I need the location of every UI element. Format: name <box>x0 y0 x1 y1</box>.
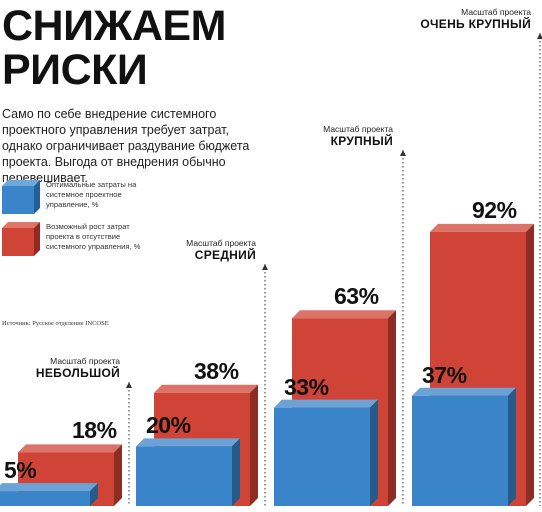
legend-label-red: Возможный рост затрат проекта в отсутств… <box>46 222 141 251</box>
scale-arrow-0-head <box>126 382 132 388</box>
bar-blue-1-side <box>232 438 240 506</box>
bar-blue-2-front <box>274 407 370 506</box>
bar-blue-2-side <box>370 399 378 506</box>
value-label-red-3: 92% <box>472 196 517 223</box>
bar-red-0-side <box>114 444 122 506</box>
scale-caption: Масштаб проекта <box>186 238 256 248</box>
scale-arrow-2-head <box>400 150 406 156</box>
bar-red-0-top <box>18 444 122 453</box>
bar-red-1-top <box>154 384 258 393</box>
bar-blue-2 <box>274 399 378 506</box>
bar-blue-0-front <box>0 491 90 506</box>
page-title: СНИЖАЕМ РИСКИ <box>2 2 226 94</box>
value-label-blue-1: 20% <box>146 412 191 439</box>
scale-name: СРЕДНИЙ <box>194 248 256 262</box>
legend-swatch-blue <box>2 180 40 214</box>
scale-caption: Масштаб проекта <box>50 356 120 366</box>
bar-blue-0 <box>0 483 98 506</box>
legend-label-blue: Оптимальные затраты на системное проектн… <box>46 180 137 209</box>
value-label-red-0: 18% <box>72 417 117 444</box>
scale-label-2: Масштаб проекта КРУПНЫЙ <box>323 124 393 148</box>
legend-item-blue: Оптимальные затраты на системное проектн… <box>2 180 152 220</box>
bar-red-3-top <box>430 223 534 232</box>
scale-label-3: Масштаб проекта ОЧЕНЬ КРУПНЫЙ <box>420 7 531 31</box>
value-label-red-1: 38% <box>194 357 239 384</box>
bar-blue-2-top <box>274 399 378 408</box>
scale-arrow-3-head <box>537 33 542 39</box>
value-label-red-2: 63% <box>334 283 379 310</box>
bar-red-2-top <box>292 310 396 319</box>
scale-label-0: Масштаб проекта НЕБОЛЬШОЙ <box>36 356 120 380</box>
bar-blue-3 <box>412 387 516 506</box>
legend-swatch-red <box>2 222 40 256</box>
legend-item-red: Возможный рост затрат проекта в отсутств… <box>2 222 152 262</box>
scale-name: ОЧЕНЬ КРУПНЫЙ <box>420 17 531 31</box>
bar-blue-3-top <box>412 387 516 396</box>
scale-caption: Масштаб проекта <box>461 7 531 17</box>
value-label-blue-3: 37% <box>422 361 467 388</box>
bar-blue-0-side <box>90 483 98 506</box>
bar-blue-3-front <box>412 395 508 506</box>
scale-name: НЕБОЛЬШОЙ <box>35 366 120 380</box>
scale-label-1: Масштаб проекта СРЕДНИЙ <box>186 238 256 262</box>
bar-red-2-side <box>388 310 396 506</box>
value-label-blue-2: 33% <box>284 373 329 400</box>
source-note: Источник: Русское отделение INCOSE <box>2 320 109 327</box>
scale-arrow-1-head <box>262 264 268 270</box>
bar-red-1-side <box>250 384 258 506</box>
bar-blue-3-side <box>508 387 516 506</box>
bar-blue-1 <box>136 438 240 506</box>
bar-blue-1-top <box>136 438 240 447</box>
bar-red-3-side <box>526 223 534 506</box>
scale-caption: Масштаб проекта <box>323 124 393 134</box>
bar-blue-0-top <box>0 483 98 492</box>
value-label-blue-0: 5% <box>4 457 37 484</box>
bar-blue-1-front <box>136 446 232 506</box>
scale-name: КРУПНЫЙ <box>330 134 393 148</box>
